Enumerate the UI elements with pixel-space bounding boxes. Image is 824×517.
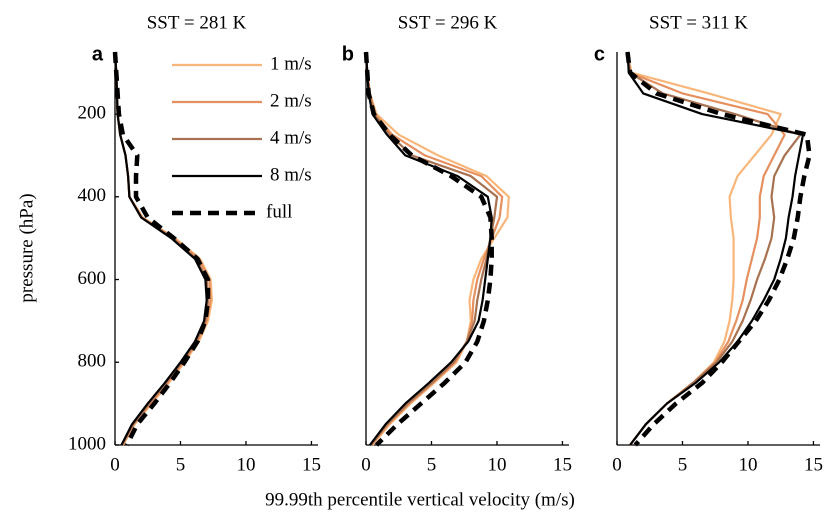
legend-label: 1 m/s xyxy=(270,53,312,74)
panel-letter: a xyxy=(92,43,104,65)
legend-label: 4 m/s xyxy=(270,127,312,148)
series-line xyxy=(364,51,493,446)
series-line xyxy=(626,51,802,446)
x-tick-label: 10 xyxy=(487,454,506,475)
series-line xyxy=(363,51,494,447)
x-tick-label: 10 xyxy=(236,454,255,475)
series-line xyxy=(364,51,504,446)
y-tick-label: 800 xyxy=(78,351,107,372)
x-tick-label: 15 xyxy=(302,454,321,475)
series-line xyxy=(626,51,786,446)
x-tick-label: 5 xyxy=(176,454,186,475)
x-tick-label: 5 xyxy=(427,454,437,475)
x-tick-label: 10 xyxy=(738,454,757,475)
y-tick-label: 1000 xyxy=(68,433,106,454)
series-line xyxy=(113,51,208,446)
panel-title: SST = 311 K xyxy=(649,12,748,33)
legend-label: full xyxy=(266,201,292,222)
y-tick-label: 200 xyxy=(78,102,107,123)
panel-title: SST = 296 K xyxy=(398,12,498,33)
panel-letter: b xyxy=(342,43,354,65)
y-axis-label: pressure (hPa) xyxy=(16,193,37,302)
panel-letter: c xyxy=(594,43,605,65)
panel-title: SST = 281 K xyxy=(147,12,247,33)
x-tick-label: 0 xyxy=(361,454,371,475)
x-tick-label: 0 xyxy=(612,454,622,475)
x-axis-label: 99.99th percentile vertical velocity (m/… xyxy=(265,489,575,510)
series-line xyxy=(112,51,211,447)
x-tick-label: 15 xyxy=(553,454,572,475)
series-line xyxy=(626,51,805,446)
legend-label: 8 m/s xyxy=(270,164,312,185)
x-tick-label: 15 xyxy=(804,454,823,475)
series-line xyxy=(625,51,812,447)
x-tick-label: 0 xyxy=(110,454,120,475)
x-tick-label: 5 xyxy=(678,454,688,475)
legend-label: 2 m/s xyxy=(270,90,312,111)
y-tick-label: 600 xyxy=(78,268,107,289)
y-tick-label: 400 xyxy=(78,185,107,206)
